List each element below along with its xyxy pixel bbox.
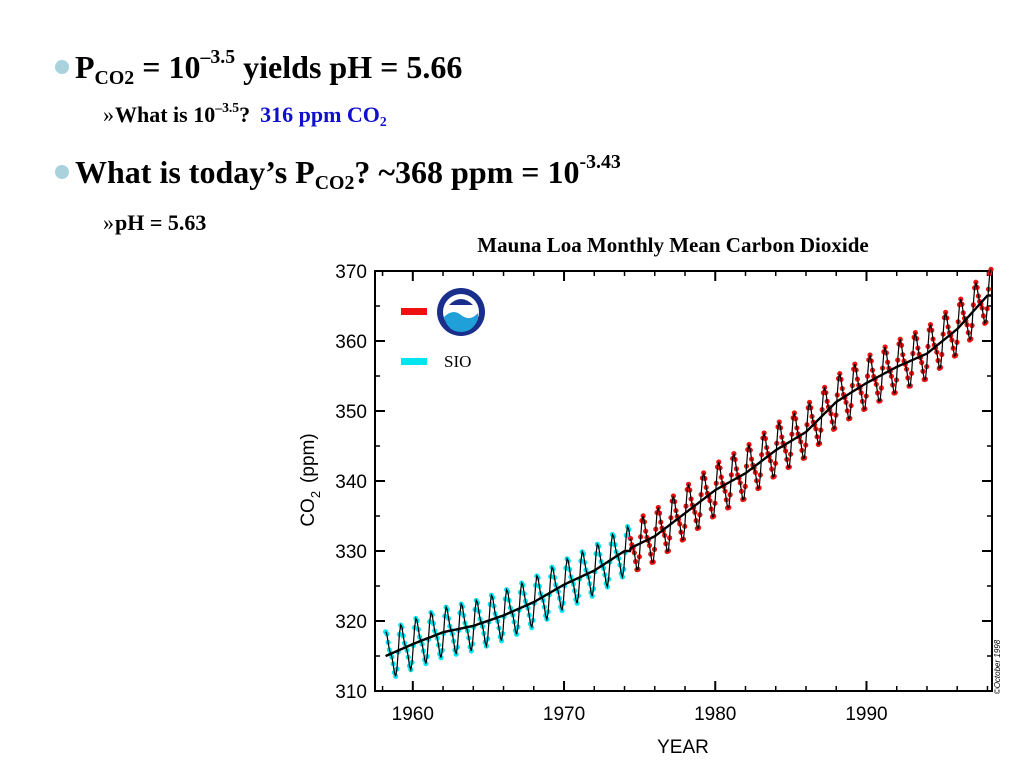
bullet-dot-icon — [55, 165, 69, 179]
bullet-todays-pco2: What is today’s PCO2? ~368 ppm = 10-3.43 — [55, 150, 621, 194]
legend-noaa-swatch — [401, 308, 427, 315]
sub1-question: What is 10 — [115, 102, 216, 127]
sub1-question-mark: ? — [239, 102, 251, 127]
y-tick-label: 340 — [335, 472, 367, 493]
bullet-pco2-ph: PCO2 = 10–3.5 yields pH = 5.66 — [55, 45, 462, 89]
y-label-co: CO — [298, 498, 319, 527]
bullet2-value: ? ~368 ppm = 10 — [354, 154, 580, 190]
sub1-answer-subscript: 2 — [379, 114, 387, 130]
y-axis-label: CO2 (ppm) — [298, 433, 323, 526]
noaa-logo-icon — [437, 288, 485, 336]
data-point-noaa — [988, 266, 994, 272]
y-tick-label: 310 — [335, 682, 367, 703]
bullet1-exponent: –3.5 — [200, 46, 236, 69]
chevron-icon: » — [103, 102, 114, 127]
bullet-dot-icon — [55, 60, 69, 74]
y-axis: 310 320 330 340 350 360 370 — [335, 262, 992, 703]
series-line-sio — [385, 524, 631, 677]
y-tick-label: 360 — [335, 332, 367, 353]
bullet1-equals: = 10 — [134, 49, 201, 85]
chart-title: Mauna Loa Monthly Mean Carbon Dioxide — [477, 233, 868, 257]
x-axis-label: YEAR — [657, 737, 709, 758]
y-tick-label: 320 — [335, 612, 367, 633]
sub1-exponent: –3.5 — [215, 99, 240, 115]
chevron-icon: » — [103, 210, 114, 235]
bullet2-exponent: -3.43 — [579, 151, 621, 174]
y-tick-label: 330 — [335, 542, 367, 563]
x-tick-label: 1970 — [543, 704, 585, 725]
x-tick-label: 1980 — [694, 704, 736, 725]
series-layer — [382, 266, 994, 679]
legend-sio-label: SIO — [444, 352, 471, 371]
sub1-answer-text: 316 ppm CO — [260, 102, 380, 127]
legend: SIO — [401, 288, 485, 371]
series-line-noaa — [630, 269, 992, 571]
legend-sio-swatch — [401, 358, 427, 365]
y-label-unit: (ppm) — [298, 433, 319, 483]
subbullet-ph: »pH = 5.63 — [103, 208, 206, 238]
data-point-noaa — [627, 535, 634, 542]
x-axis: 1960 1970 1980 1990 — [381, 271, 989, 725]
x-tick-label: 1960 — [392, 704, 434, 725]
chart-credit: ©October 1998 — [993, 639, 1002, 694]
y-tick-label: 350 — [335, 402, 367, 423]
bullet1-p: P — [75, 49, 95, 85]
sub2-ph: pH = 5.63 — [115, 210, 207, 235]
bullet1-result: yields pH = 5.66 — [235, 49, 463, 85]
co2-chart: Mauna Loa Monthly Mean Carbon Dioxide 31… — [298, 233, 1002, 758]
bullet2-text: What is today’s P — [75, 154, 315, 190]
trend-line — [385, 294, 991, 658]
bullet1-subscript: CO2 — [94, 66, 135, 89]
sub1-answer: 316 ppm CO2 — [260, 102, 387, 130]
x-tick-label: 1990 — [845, 704, 887, 725]
y-label-subscript: 2 — [308, 491, 323, 498]
subbullet-what-is: »What is 10–3.5? 316 ppm CO2 — [103, 100, 387, 130]
bullet2-subscript: CO2 — [314, 171, 355, 194]
y-tick-label: 370 — [335, 262, 367, 283]
